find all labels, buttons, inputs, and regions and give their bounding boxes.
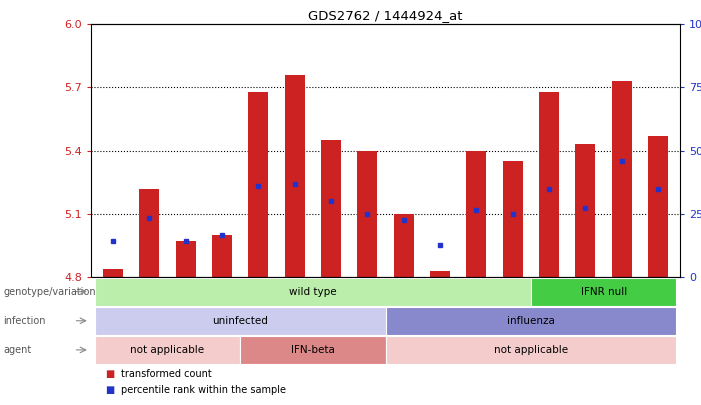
Text: IFN-beta: IFN-beta [291, 345, 335, 355]
Bar [321, 140, 341, 277]
Bar [386, 307, 676, 335]
Text: ■: ■ [105, 369, 114, 379]
Bar [212, 235, 232, 277]
Bar [285, 75, 305, 277]
Bar [103, 269, 123, 277]
Bar [612, 81, 632, 277]
Text: uninfected: uninfected [212, 316, 268, 326]
Text: transformed count: transformed count [121, 369, 211, 379]
Bar [576, 144, 595, 277]
Bar [531, 277, 676, 306]
Text: wild type: wild type [289, 287, 336, 296]
Bar [240, 336, 386, 364]
Text: not applicable: not applicable [130, 345, 205, 355]
Bar [430, 271, 450, 277]
Title: GDS2762 / 1444924_at: GDS2762 / 1444924_at [308, 9, 463, 22]
Bar [386, 336, 676, 364]
Bar [539, 92, 559, 277]
Bar [466, 151, 486, 277]
Text: genotype/variation: genotype/variation [4, 287, 96, 296]
Bar [503, 161, 523, 277]
Text: agent: agent [4, 345, 32, 355]
Text: influenza: influenza [507, 316, 555, 326]
Bar [95, 277, 531, 306]
Bar [358, 151, 377, 277]
Bar [394, 214, 414, 277]
Bar [176, 241, 196, 277]
Text: percentile rank within the sample: percentile rank within the sample [121, 385, 285, 395]
Bar [139, 189, 159, 277]
Text: not applicable: not applicable [494, 345, 568, 355]
Bar [248, 92, 268, 277]
Text: IFNR null: IFNR null [580, 287, 627, 296]
Bar [648, 136, 668, 277]
Text: infection: infection [4, 316, 46, 326]
Bar [95, 336, 240, 364]
Text: ■: ■ [105, 385, 114, 395]
Bar [95, 307, 386, 335]
